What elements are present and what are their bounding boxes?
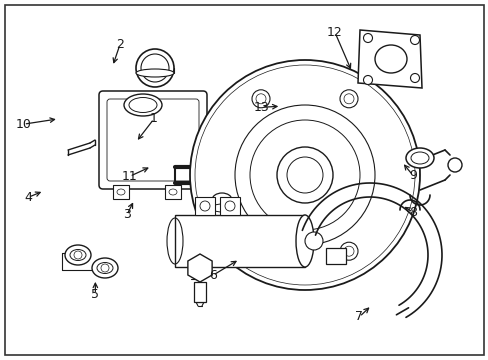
Polygon shape <box>187 254 212 282</box>
Ellipse shape <box>212 204 231 212</box>
Circle shape <box>200 201 209 211</box>
Text: 7: 7 <box>355 310 363 323</box>
Text: 1: 1 <box>150 112 158 125</box>
Circle shape <box>305 232 323 250</box>
Text: 4: 4 <box>24 191 32 204</box>
Circle shape <box>447 158 461 172</box>
Text: 11: 11 <box>122 170 137 183</box>
Bar <box>194 282 205 302</box>
Circle shape <box>276 147 332 203</box>
Text: 8: 8 <box>408 206 416 219</box>
Circle shape <box>339 242 357 260</box>
Ellipse shape <box>136 69 174 77</box>
Circle shape <box>339 90 357 108</box>
Text: 2: 2 <box>116 39 123 51</box>
Circle shape <box>363 33 372 42</box>
Bar <box>220 197 240 215</box>
Circle shape <box>251 242 269 260</box>
Circle shape <box>74 251 82 259</box>
Ellipse shape <box>124 94 162 116</box>
Ellipse shape <box>92 258 118 278</box>
Bar <box>175 215 305 267</box>
Ellipse shape <box>212 193 231 207</box>
Circle shape <box>409 36 419 45</box>
Text: 9: 9 <box>408 169 416 182</box>
Circle shape <box>101 264 109 272</box>
Circle shape <box>363 76 372 85</box>
Circle shape <box>190 60 419 290</box>
Polygon shape <box>357 30 421 88</box>
Bar <box>113 185 129 199</box>
Circle shape <box>224 201 235 211</box>
Text: 12: 12 <box>326 26 342 39</box>
Circle shape <box>136 49 174 87</box>
Bar <box>195 197 215 215</box>
Bar <box>164 185 181 199</box>
Ellipse shape <box>295 215 313 267</box>
Ellipse shape <box>405 148 433 168</box>
Ellipse shape <box>65 245 91 265</box>
Bar <box>325 248 346 264</box>
Circle shape <box>251 90 269 108</box>
Text: 10: 10 <box>16 118 31 131</box>
Circle shape <box>409 73 419 82</box>
Text: 6: 6 <box>208 269 216 282</box>
Text: 3: 3 <box>123 208 131 221</box>
FancyBboxPatch shape <box>99 91 206 189</box>
Text: 5: 5 <box>91 288 99 301</box>
Text: 13: 13 <box>253 101 269 114</box>
